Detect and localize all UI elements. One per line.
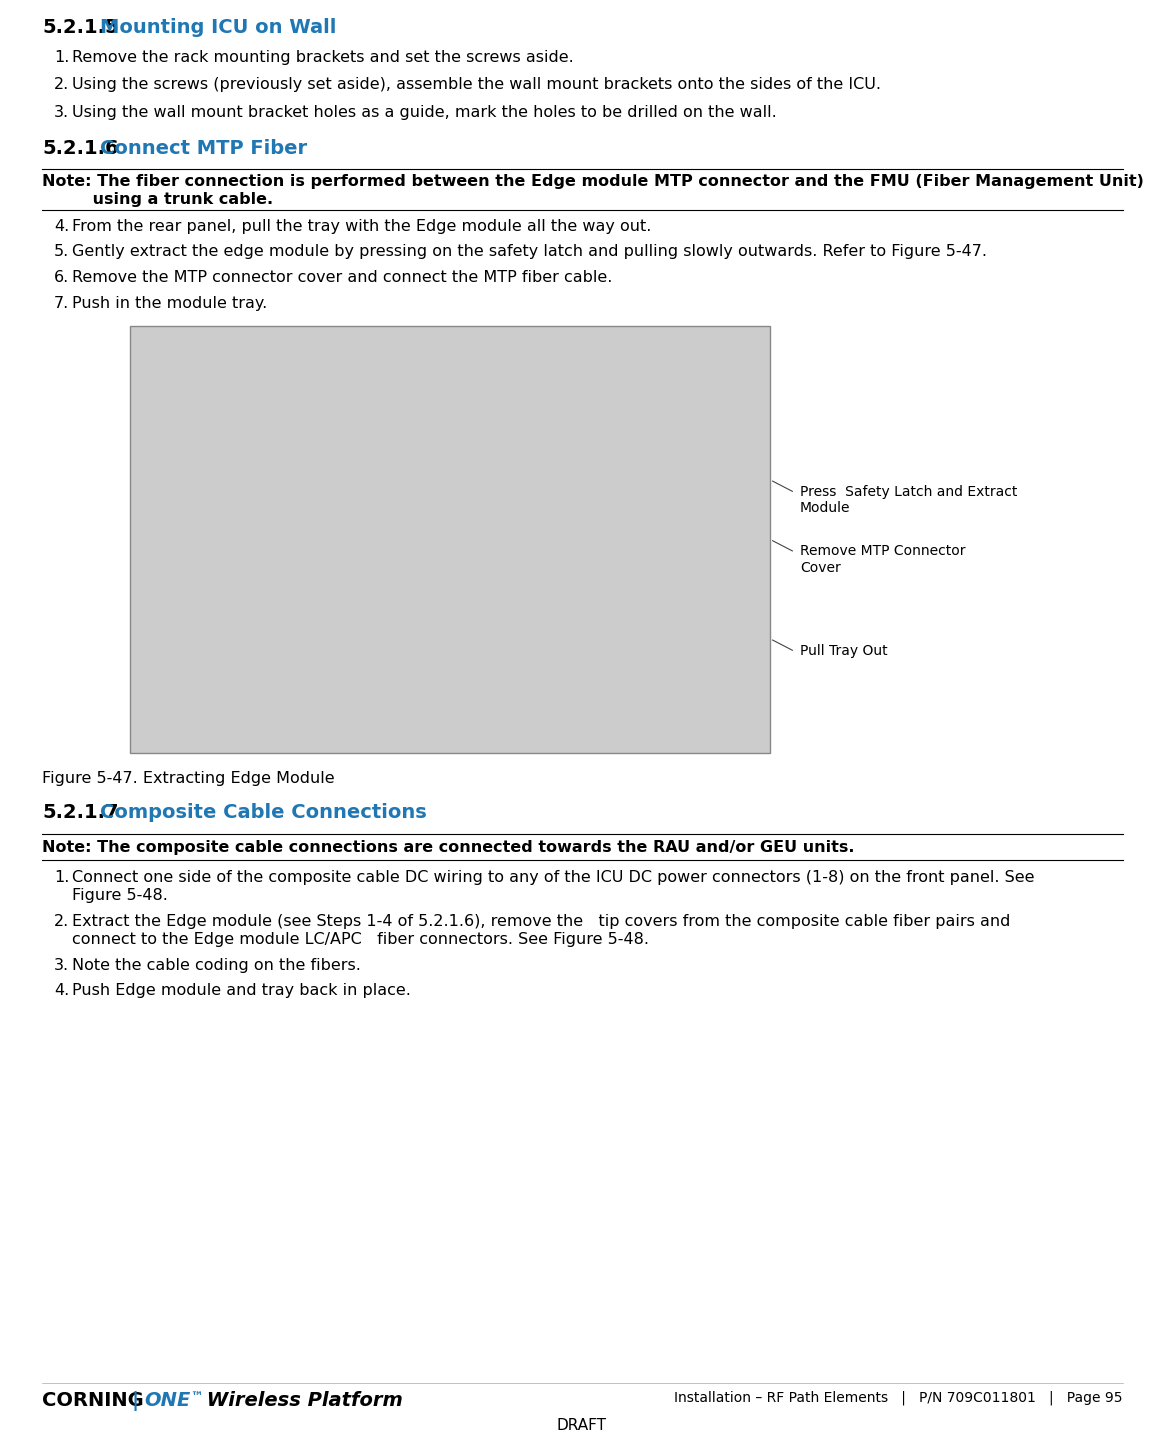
Text: 1.: 1. [53,50,70,65]
Text: 6.: 6. [53,270,70,286]
Text: ONE: ONE [144,1391,191,1409]
Text: 2.: 2. [53,914,70,928]
Text: From the rear panel, pull the tray with the Edge module all the way out.: From the rear panel, pull the tray with … [72,218,651,234]
Text: Wireless Platform: Wireless Platform [200,1391,402,1409]
Text: Figure 5-47. Extracting Edge Module: Figure 5-47. Extracting Edge Module [42,771,335,786]
Text: Pull Tray Out: Pull Tray Out [800,644,887,657]
Text: DRAFT: DRAFT [556,1418,606,1434]
Text: connect to the Edge module LC/APC   fiber connectors. See Figure 5-48.: connect to the Edge module LC/APC fiber … [72,931,649,947]
Text: ™: ™ [190,1391,202,1403]
Text: 5.2.1.7: 5.2.1.7 [42,802,119,822]
Text: Remove MTP Connector
Cover: Remove MTP Connector Cover [800,544,965,574]
Text: Push Edge module and tray back in place.: Push Edge module and tray back in place. [72,983,411,999]
Text: Installation – RF Path Elements   |   P/N 709C011801   |   Page 95: Installation – RF Path Elements | P/N 70… [675,1391,1123,1405]
Text: 3.: 3. [53,105,69,121]
Text: Remove the MTP connector cover and connect the MTP fiber cable.: Remove the MTP connector cover and conne… [72,270,613,286]
Text: using a trunk cable.: using a trunk cable. [42,192,273,207]
Text: 4.: 4. [53,218,70,234]
Text: Extract the Edge module (see Steps 1-4 of 5.2.1.6), remove the   tip covers from: Extract the Edge module (see Steps 1-4 o… [72,914,1011,928]
Text: 4.: 4. [53,983,70,999]
Text: Mounting ICU on Wall: Mounting ICU on Wall [100,17,336,37]
Text: Push in the module tray.: Push in the module tray. [72,296,267,311]
Text: |: | [131,1391,140,1411]
Text: 7.: 7. [53,296,70,311]
Text: 5.2.1.5: 5.2.1.5 [42,17,119,37]
Text: 5.2.1.6: 5.2.1.6 [42,139,119,158]
Text: Note: The composite cable connections are connected towards the RAU and/or GEU u: Note: The composite cable connections ar… [42,841,855,855]
Text: Gently extract the edge module by pressing on the safety latch and pulling slowl: Gently extract the edge module by pressi… [72,244,987,260]
Text: CORNING: CORNING [42,1391,144,1409]
Text: Note: The fiber connection is performed between the Edge module MTP connector an: Note: The fiber connection is performed … [42,174,1144,189]
Text: Press  Safety Latch and Extract
Module: Press Safety Latch and Extract Module [800,485,1018,515]
Text: Figure 5-48.: Figure 5-48. [72,888,167,903]
Text: 2.: 2. [53,77,70,92]
Text: 1.: 1. [53,870,70,885]
Text: 5.: 5. [53,244,70,260]
Bar [130,326,770,753]
Text: Composite Cable Connections: Composite Cable Connections [100,802,427,822]
Text: Connect one side of the composite cable DC wiring to any of the ICU DC power con: Connect one side of the composite cable … [72,870,1035,885]
Text: Using the screws (previously set aside), assemble the wall mount brackets onto t: Using the screws (previously set aside),… [72,77,882,92]
Text: 3.: 3. [53,957,69,973]
Text: Remove the rack mounting brackets and set the screws aside.: Remove the rack mounting brackets and se… [72,50,573,65]
Text: Using the wall mount bracket holes as a guide, mark the holes to be drilled on t: Using the wall mount bracket holes as a … [72,105,777,121]
Text: Connect MTP Fiber: Connect MTP Fiber [100,139,307,158]
Text: Note the cable coding on the fibers.: Note the cable coding on the fibers. [72,957,361,973]
